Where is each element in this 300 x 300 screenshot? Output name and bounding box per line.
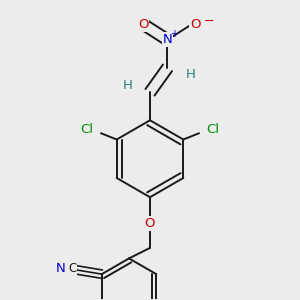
Text: −: − xyxy=(203,15,214,28)
Text: H: H xyxy=(122,79,132,92)
Text: O: O xyxy=(138,18,148,31)
Text: O: O xyxy=(190,18,201,31)
Text: O: O xyxy=(145,217,155,230)
Text: Cl: Cl xyxy=(206,122,220,136)
Text: Cl: Cl xyxy=(80,122,94,136)
Text: C: C xyxy=(68,262,76,275)
Text: N: N xyxy=(163,33,172,46)
Text: H: H xyxy=(185,68,195,81)
Text: N: N xyxy=(56,262,65,275)
Text: +: + xyxy=(170,28,178,39)
